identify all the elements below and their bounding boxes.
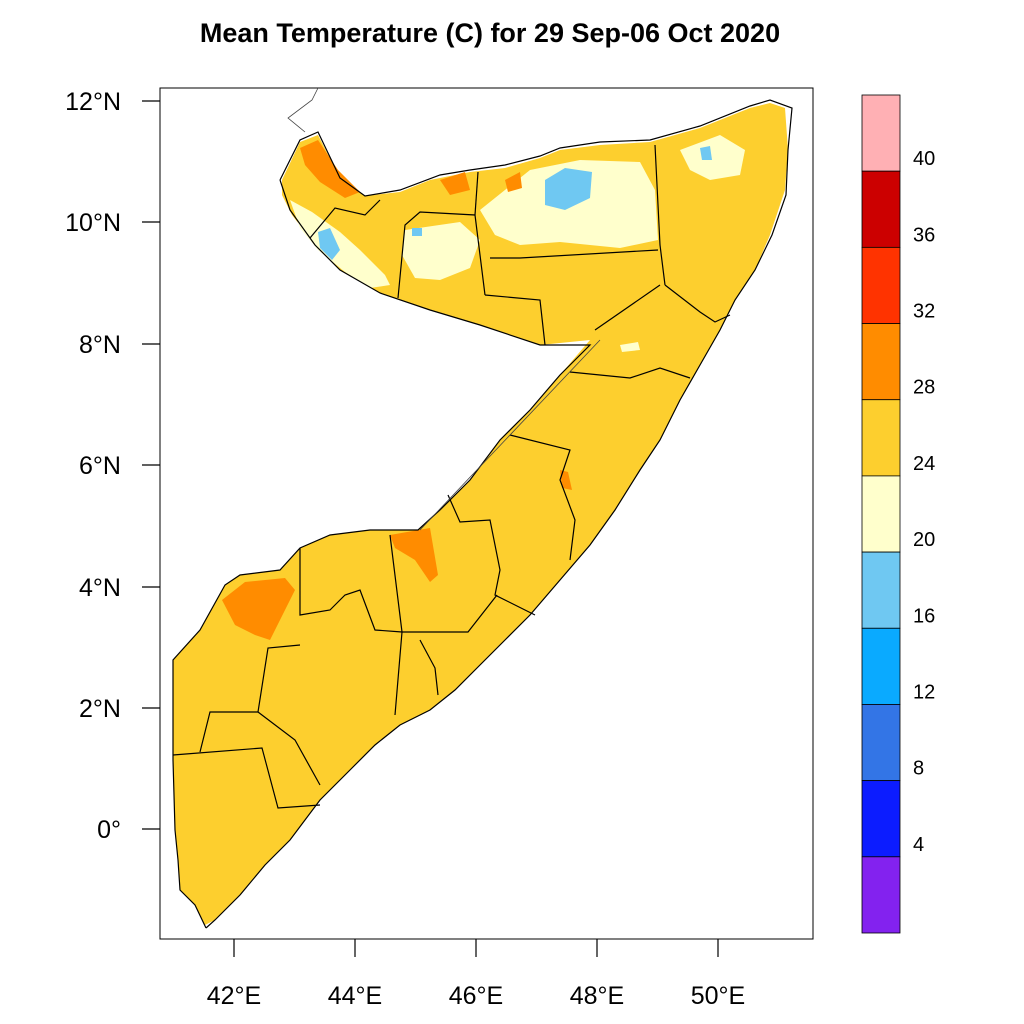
colorbar-label: 16	[913, 605, 935, 627]
colorbar-box	[861, 475, 901, 553]
patch-cool-east	[700, 146, 712, 160]
patch-hot-north	[440, 172, 470, 195]
patch-hot-east	[560, 470, 572, 490]
lon-label: 44°E	[328, 982, 382, 1010]
patch-hot-southwest	[222, 578, 295, 640]
colorbar-label: 28	[913, 377, 935, 399]
lon-labels: 42°E 44°E 46°E 48°E 50°E	[207, 982, 745, 1010]
lat-label: 4°N	[79, 574, 121, 602]
colorbar-label: 40	[913, 148, 935, 170]
patch-cool-west	[318, 228, 340, 260]
ethiopia-border-line	[419, 339, 601, 531]
colorbar-labels: 40 36 32 28 24 20 16 12 8 4	[913, 148, 935, 856]
colorbar-label: 24	[913, 453, 935, 475]
patch-mild-east	[680, 135, 745, 180]
lat-label: 10°N	[65, 209, 121, 237]
colorbar-label: 12	[913, 681, 935, 703]
patch-mild-central	[402, 222, 480, 280]
lat-label: 0°	[97, 816, 121, 844]
lon-ticks	[233, 939, 719, 957]
lon-label: 48°E	[570, 982, 624, 1010]
neighbor-border	[287, 87, 319, 133]
map-title: Mean Temperature (C) for 29 Sep-06 Oct 2…	[199, 18, 781, 48]
lat-label: 8°N	[79, 331, 121, 359]
colorbar-box	[861, 551, 901, 629]
colorbar-box	[861, 323, 901, 401]
colorbar-label: 4	[913, 834, 924, 856]
colorbar-box	[861, 856, 901, 934]
colorbar-label: 36	[913, 224, 935, 246]
patch-mild-west	[290, 200, 390, 288]
colorbar-label: 32	[913, 301, 935, 323]
colorbar-box	[861, 94, 901, 172]
lon-label: 50°E	[691, 982, 745, 1010]
lat-label: 2°N	[79, 695, 121, 723]
colorbar-box	[861, 399, 901, 477]
lon-label: 42°E	[207, 982, 261, 1010]
colorbar-box	[861, 170, 901, 248]
patch-hot-north-small	[505, 172, 522, 192]
patch-cool-small	[412, 228, 422, 236]
colorbar-box	[861, 627, 901, 705]
patch-hot-northwest	[300, 140, 360, 198]
somalia-landmass	[173, 103, 788, 925]
region-boundaries	[172, 144, 731, 809]
colorbar-label: 8	[913, 758, 924, 780]
lat-ticks	[142, 100, 160, 830]
patch-mild-small	[620, 342, 640, 352]
colorbar	[861, 94, 901, 934]
colorbar-box	[861, 246, 901, 324]
coastline	[205, 99, 793, 929]
colorbar-label: 20	[913, 529, 935, 551]
lat-label: 12°N	[65, 88, 121, 116]
colorbar-box	[861, 780, 901, 858]
lat-label: 6°N	[79, 452, 121, 480]
patch-hot-central	[390, 528, 438, 582]
inland-border	[172, 179, 592, 929]
lon-label: 46°E	[449, 982, 503, 1010]
colorbar-box	[861, 704, 901, 782]
patch-cool-north	[545, 168, 592, 210]
lat-labels: 12°N 10°N 8°N 6°N 4°N 2°N 0°	[65, 88, 121, 844]
